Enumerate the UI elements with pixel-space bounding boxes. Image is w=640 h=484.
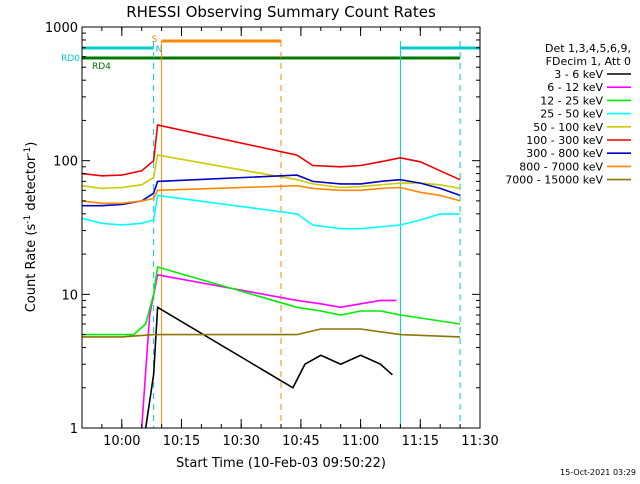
legend-label: 12 - 25 keV [540, 94, 603, 107]
series-line-25-50-kev [81, 194, 461, 230]
x-tick-label: 10:15 [163, 434, 200, 449]
legend-label: 3 - 6 keV [554, 68, 603, 81]
series-line-50-100-kev [81, 154, 461, 190]
y-tick-label: 1000 [45, 21, 78, 36]
x-axis-label: Start Time (10-Feb-03 09:50:22) [176, 456, 386, 471]
legend-label: 300 - 800 keV [526, 147, 603, 160]
x-tick-label: 11:30 [461, 434, 498, 449]
series-line-800-7000-kev [81, 184, 461, 205]
series-line-3-6-kev [144, 305, 393, 429]
legend-label: 800 - 7000 keV [519, 160, 603, 173]
series-layer [81, 124, 461, 429]
series-line-7000-15000-kev [82, 328, 461, 338]
legend: Det 1,3,4,5,6,9,FDecim 1, Att 03 - 6 keV… [505, 42, 631, 187]
series-line-100-300-kev [81, 124, 461, 181]
x-tick-label: 11:00 [342, 434, 379, 449]
y-axis-label: Count Rate (s-1 detector-1) [23, 142, 39, 313]
timestamp: 15-Oct-2021 03:29 [560, 468, 636, 477]
flag-label-rd4: RD4 [92, 62, 111, 72]
y-tick-label: 100 [53, 155, 78, 170]
chart-title: RHESSI Observing Summary Count Rates [126, 3, 436, 21]
axes-layer: 1 10 100 1000 10:00 10:15 10:30 10:45 11:00 11:15… [45, 21, 499, 449]
legend-label: 100 - 300 keV [526, 134, 603, 147]
legend-label: 7000 - 15000 keV [505, 174, 603, 187]
legend-header: Det 1,3,4,5,6,9, [545, 42, 631, 55]
series-line-12-25-kev [82, 265, 461, 336]
x-tick-label: 10:00 [103, 434, 140, 449]
legend-label: 25 - 50 keV [540, 108, 603, 121]
flag-label-n: N [156, 45, 163, 55]
x-tick-label: 10:30 [222, 434, 259, 449]
x-tick-label: 11:15 [402, 434, 439, 449]
flags-layer: RD0 RD4 SN [61, 35, 480, 72]
flag-label-rd0: RD0 [61, 54, 80, 64]
legend-label: 50 - 100 keV [533, 121, 603, 134]
flag-label-s: S [152, 35, 158, 45]
legend-label: 6 - 12 keV [547, 81, 603, 94]
y-tick-label: 1 [70, 422, 78, 437]
x-tick-label: 10:45 [282, 434, 319, 449]
legend-header: FDecim 1, Att 0 [546, 55, 631, 68]
y-tick-label: 10 [61, 288, 78, 303]
